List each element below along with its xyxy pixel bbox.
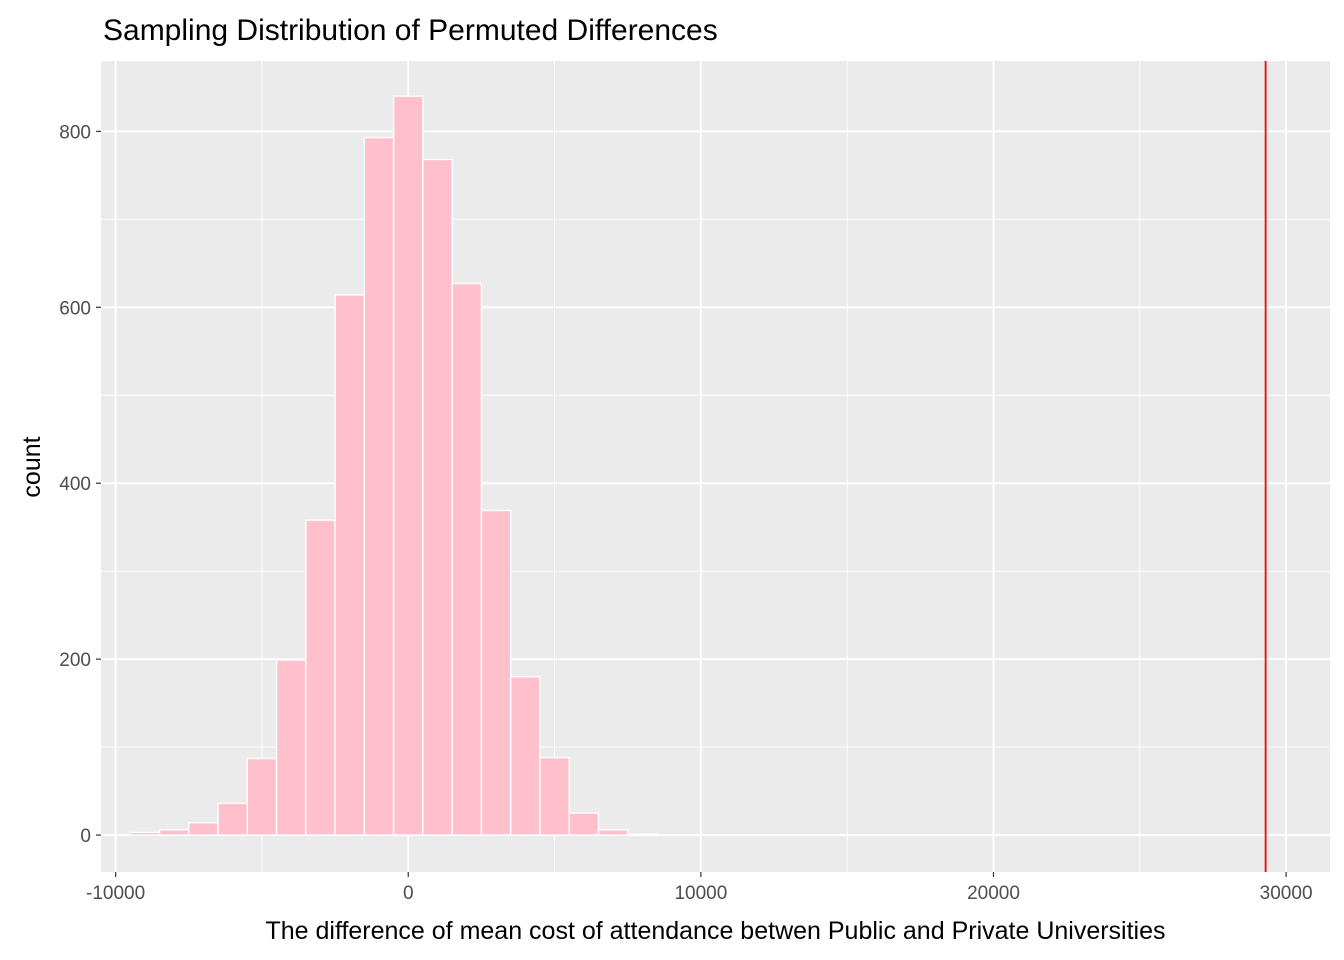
histogram-bar <box>392 95 424 836</box>
histogram-bar <box>129 831 161 836</box>
histogram-bar <box>305 519 336 836</box>
histogram-bar <box>480 509 512 836</box>
x-tick-label: 0 <box>403 883 414 904</box>
y-axis: 0 200 400 600 800 <box>59 122 101 847</box>
histogram-bar <box>509 676 541 836</box>
x-tick-label: -10000 <box>86 883 145 904</box>
histogram-bar <box>246 757 278 836</box>
histogram-bars <box>129 95 1273 836</box>
histogram-bar <box>597 829 629 836</box>
y-axis-title: count <box>18 436 46 497</box>
histogram-bar <box>188 822 219 836</box>
histogram-bar <box>627 833 658 836</box>
y-tick-label: 0 <box>80 826 91 847</box>
histogram-bar <box>363 136 395 836</box>
x-axis-title: The difference of mean cost of attendanc… <box>265 917 1165 945</box>
histogram-bar <box>334 294 366 836</box>
x-tick-label: 20000 <box>967 883 1020 904</box>
x-tick-label: 10000 <box>674 883 727 904</box>
histogram-bar <box>568 812 600 836</box>
histogram-bar <box>217 802 249 836</box>
y-tick-label: 400 <box>59 474 91 495</box>
histogram-bar <box>451 282 483 836</box>
y-tick-label: 800 <box>59 122 91 143</box>
x-axis: -10000 0 10000 20000 30000 <box>86 872 1313 904</box>
y-tick-label: 600 <box>59 298 91 319</box>
histogram-bar <box>158 829 190 836</box>
chart-title: Sampling Distribution of Permuted Differ… <box>103 14 718 47</box>
histogram-bar <box>539 756 570 836</box>
histogram-bar <box>422 158 453 836</box>
minor-gridlines <box>101 61 1330 872</box>
histogram-bar <box>275 659 307 836</box>
x-tick-label: 30000 <box>1260 883 1313 904</box>
y-tick-label: 200 <box>59 650 91 671</box>
